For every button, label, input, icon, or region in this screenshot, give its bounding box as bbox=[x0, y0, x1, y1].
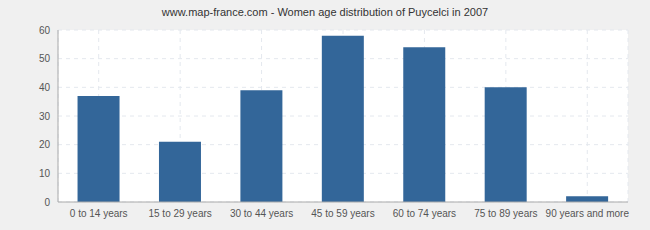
html-text:www.map-france.com - Women age: www.map-france.com - Women age distribut… bbox=[161, 6, 489, 18]
svg-text:40: 40 bbox=[39, 82, 51, 93]
svg-text:10: 10 bbox=[39, 168, 51, 179]
svg-text:50: 50 bbox=[39, 53, 51, 64]
svg-text:0 to 14 years: 0 to 14 years bbox=[70, 208, 128, 219]
svg-text:30: 30 bbox=[39, 111, 51, 122]
svg-text:0: 0 bbox=[44, 197, 50, 208]
svg-text:60: 60 bbox=[39, 25, 51, 36]
svg-text:45 to 59 years: 45 to 59 years bbox=[311, 208, 374, 219]
svg-text:15 to 29 years: 15 to 29 years bbox=[148, 208, 211, 219]
svg-text:30 to 44 years: 30 to 44 years bbox=[230, 208, 293, 219]
svg-text:20: 20 bbox=[39, 139, 51, 150]
svg-text:75 to 89 years: 75 to 89 years bbox=[474, 208, 537, 219]
svg-text:60 to 74 years: 60 to 74 years bbox=[393, 208, 456, 219]
svg-text:90 years and more: 90 years and more bbox=[546, 208, 630, 219]
